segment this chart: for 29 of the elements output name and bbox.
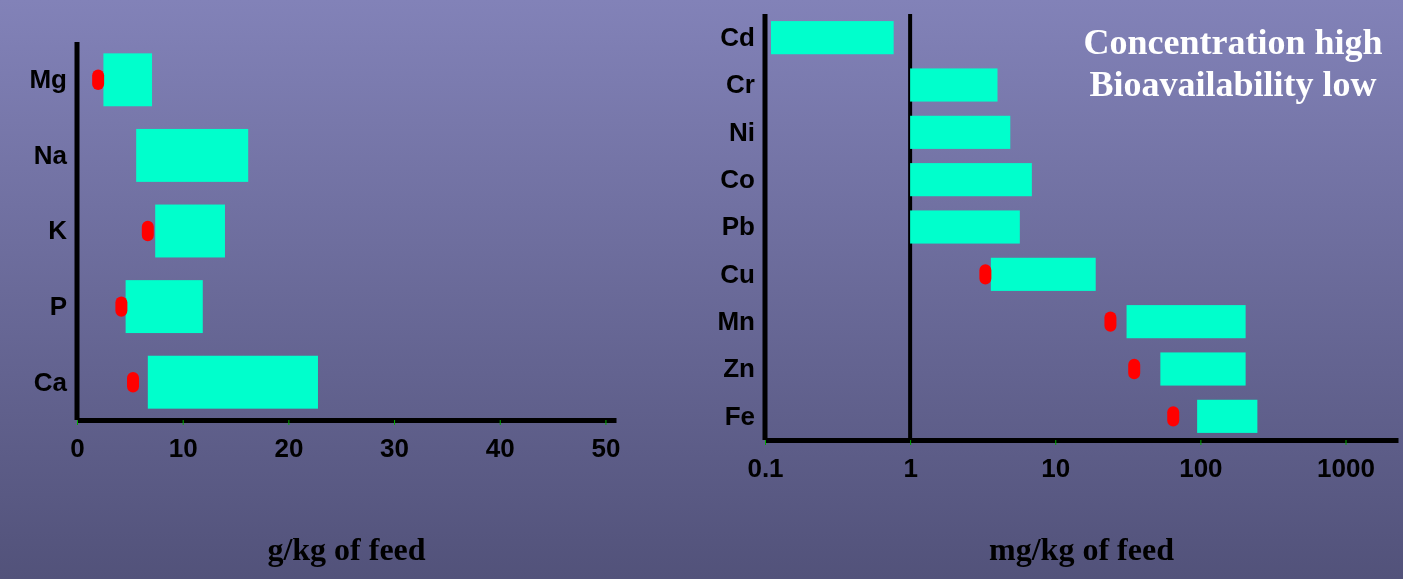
x-tick-label: 20 — [274, 432, 304, 463]
x-tick-label: 0.1 — [747, 452, 784, 483]
y-tick-label: Cu — [720, 258, 755, 289]
x-tick-label: 50 — [591, 432, 621, 463]
y-tick-label: Na — [33, 139, 68, 170]
x-tick-label: 1000 — [1317, 452, 1375, 483]
annotation: Concentration high — [1083, 22, 1383, 62]
x-axis-title: g/kg of feed — [267, 531, 426, 567]
y-tick-label: Mg — [29, 64, 67, 95]
y-tick-label: Ca — [33, 366, 68, 397]
x-tick-label: 0 — [70, 432, 85, 463]
y-tick-label: Ni — [729, 116, 755, 147]
x-tick-label: 40 — [485, 432, 515, 463]
y-tick-label: Fe — [724, 400, 755, 431]
y-tick-label: Cd — [720, 21, 755, 52]
y-tick-label: Mn — [717, 305, 755, 336]
y-tick-label: P — [49, 290, 67, 321]
x-tick-label: 30 — [380, 432, 410, 463]
x-tick-label: 10 — [168, 432, 198, 463]
y-tick-label: Cr — [726, 69, 755, 100]
y-tick-label: Zn — [723, 353, 755, 384]
x-tick-label: 10 — [1041, 452, 1071, 483]
x-axis-title: mg/kg of feed — [989, 531, 1175, 567]
y-tick-label: Co — [720, 163, 755, 194]
y-tick-label: Pb — [721, 211, 755, 242]
x-tick-label: 1 — [903, 452, 918, 483]
x-tick-label: 100 — [1179, 452, 1223, 483]
annotation: Bioavailability low — [1089, 64, 1377, 104]
y-tick-label: K — [48, 215, 68, 246]
